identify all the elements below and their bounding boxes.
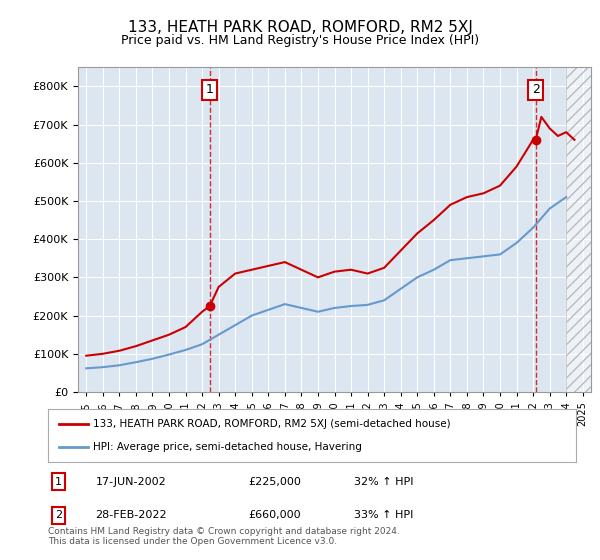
Text: 133, HEATH PARK ROAD, ROMFORD, RM2 5XJ (semi-detached house): 133, HEATH PARK ROAD, ROMFORD, RM2 5XJ (…	[93, 419, 451, 429]
Text: 1: 1	[206, 83, 214, 96]
Text: 2: 2	[532, 83, 539, 96]
Text: Price paid vs. HM Land Registry's House Price Index (HPI): Price paid vs. HM Land Registry's House …	[121, 34, 479, 46]
Text: 2: 2	[55, 510, 62, 520]
Text: 17-JUN-2002: 17-JUN-2002	[95, 477, 166, 487]
Text: 32% ↑ HPI: 32% ↑ HPI	[354, 477, 414, 487]
Text: £660,000: £660,000	[248, 510, 301, 520]
Text: 33% ↑ HPI: 33% ↑ HPI	[354, 510, 413, 520]
Text: £225,000: £225,000	[248, 477, 302, 487]
Text: 1: 1	[55, 477, 62, 487]
Text: HPI: Average price, semi-detached house, Havering: HPI: Average price, semi-detached house,…	[93, 442, 362, 452]
Text: 28-FEB-2022: 28-FEB-2022	[95, 510, 167, 520]
Text: 133, HEATH PARK ROAD, ROMFORD, RM2 5XJ: 133, HEATH PARK ROAD, ROMFORD, RM2 5XJ	[128, 20, 472, 35]
Text: Contains HM Land Registry data © Crown copyright and database right 2024.
This d: Contains HM Land Registry data © Crown c…	[48, 526, 400, 546]
